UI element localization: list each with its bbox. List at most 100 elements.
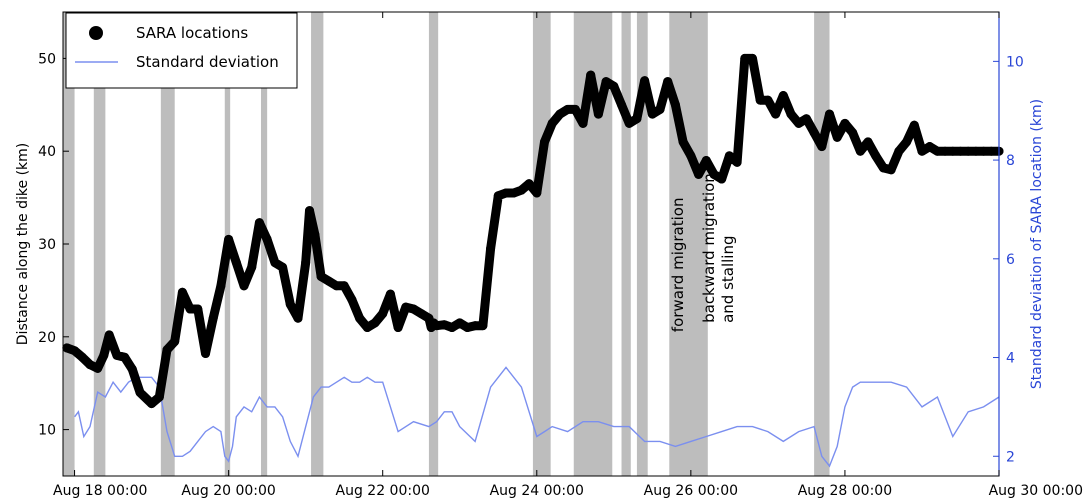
sara-point <box>93 363 103 373</box>
legend-marker-sara <box>89 26 103 40</box>
sara-point <box>732 157 742 167</box>
sara-point <box>409 304 419 314</box>
sara-point <box>104 330 114 340</box>
sara-point <box>70 346 80 356</box>
sara-point <box>547 118 557 128</box>
sara-point <box>401 302 411 312</box>
annotation-2: and stalling <box>719 235 737 322</box>
sara-point <box>316 271 326 281</box>
sara-point <box>832 132 842 142</box>
sara-point <box>99 350 109 360</box>
sara-point <box>817 142 827 152</box>
x-tick-label: Aug 26 00:00 <box>644 483 738 499</box>
sara-point <box>747 53 757 63</box>
sara-point <box>578 118 588 128</box>
y-right-tick-label: 6 <box>1006 252 1015 268</box>
sara-point <box>270 258 280 268</box>
sara-point <box>532 188 542 198</box>
sara-point <box>509 188 519 198</box>
sara-point <box>208 313 218 323</box>
sara-point <box>878 163 888 173</box>
sara-point <box>555 109 565 119</box>
sara-point <box>925 142 935 152</box>
sara-point <box>717 174 727 184</box>
x-axis-ticks: Aug 18 00:00 Aug 20 00:00 Aug 22 00:00 Aug … <box>53 12 1083 499</box>
sara-point <box>127 364 137 374</box>
sara-point <box>455 318 465 328</box>
sara-point <box>120 352 130 362</box>
legend-label-std: Standard deviation <box>136 53 279 71</box>
sara-point <box>385 289 395 299</box>
sara-point <box>324 276 334 286</box>
shaded-interval-9 <box>621 12 631 476</box>
sara-point <box>570 104 580 114</box>
sara-point <box>201 349 211 359</box>
sara-point <box>740 53 750 63</box>
sara-point <box>647 109 657 119</box>
sara-point <box>902 137 912 147</box>
sara-point <box>848 128 858 138</box>
sara-point <box>301 258 311 268</box>
sara-point <box>162 345 172 355</box>
sara-point <box>278 262 288 272</box>
sara-point <box>863 137 873 147</box>
sara-point <box>177 287 187 297</box>
x-tick-label: Aug 28 00:00 <box>798 483 892 499</box>
sara-point <box>470 321 480 331</box>
y-left-tick-label: 50 <box>38 51 56 67</box>
sara-point <box>154 392 164 402</box>
left-y-axis-label: Distance along the dike (km) <box>15 143 31 345</box>
sara-point <box>501 188 511 198</box>
sara-point <box>940 146 950 156</box>
sara-point <box>432 321 442 331</box>
sara-point <box>478 321 488 331</box>
sara-point <box>524 179 534 189</box>
sara-point <box>801 114 811 124</box>
sara-point <box>909 120 919 130</box>
sara-point <box>77 352 87 362</box>
std-series-group <box>74 366 1000 468</box>
x-tick-label: Aug 30 00:00 <box>989 483 1083 499</box>
sara-point <box>624 118 634 128</box>
sara-point <box>771 109 781 119</box>
x-tick-label: Aug 22 00:00 <box>336 483 430 499</box>
sara-point <box>462 323 472 333</box>
sara-point <box>347 295 357 305</box>
annotations: forward migration backward migration and s… <box>669 173 737 332</box>
sara-point <box>894 146 904 156</box>
sara-point <box>231 258 241 268</box>
sara-point <box>486 244 496 254</box>
sara-point <box>701 155 711 165</box>
sara-point <box>655 104 665 114</box>
y-right-tick-label: 4 <box>1006 351 1015 367</box>
sara-point <box>62 343 72 353</box>
sara-point <box>678 137 688 147</box>
sara-point <box>709 169 719 179</box>
right-y-axis-ticks: 2 4 6 8 10 <box>993 54 1024 465</box>
legend-label-sara: SARA locations <box>136 24 248 42</box>
annotation-0: forward migration <box>669 198 687 333</box>
sara-point <box>686 151 696 161</box>
legend: SARA locations Standard deviation <box>65 12 298 89</box>
sara-point <box>979 146 989 156</box>
sara-point <box>170 336 180 346</box>
sara-point <box>563 104 573 114</box>
sara-point <box>670 100 680 110</box>
x-tick-label: Aug 20 00:00 <box>181 483 275 499</box>
sara-point <box>293 313 303 323</box>
sara-point <box>871 151 881 161</box>
shaded-interval-11 <box>669 12 708 476</box>
y-left-tick-label: 20 <box>38 330 56 346</box>
sara-point <box>378 309 388 319</box>
shaded-intervals <box>63 12 830 476</box>
sara-point <box>986 146 996 156</box>
y-left-tick-label: 30 <box>38 237 56 253</box>
sara-point <box>955 146 965 156</box>
sara-point <box>135 387 145 397</box>
sara-point <box>331 281 341 291</box>
sara-point <box>932 146 942 156</box>
sara-point <box>617 100 627 110</box>
shaded-interval-12 <box>814 12 830 476</box>
sara-point <box>370 318 380 328</box>
